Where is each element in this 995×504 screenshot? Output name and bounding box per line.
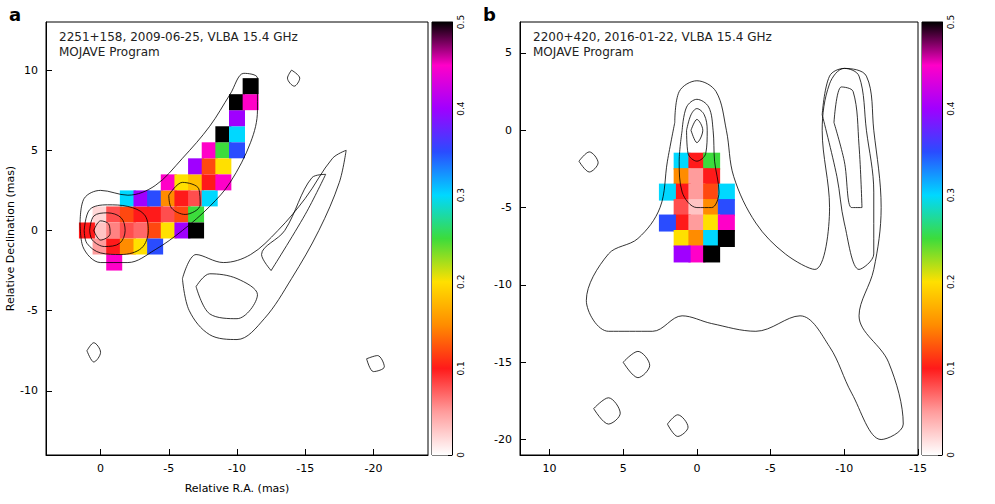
svg-text:0: 0 — [97, 462, 104, 475]
svg-text:0: 0 — [505, 124, 512, 137]
svg-text:a: a — [9, 4, 21, 25]
svg-text:-15: -15 — [909, 462, 927, 475]
svg-text:2251+158, 2009-06-25, VLBA 15.: 2251+158, 2009-06-25, VLBA 15.4 GHz — [59, 30, 298, 44]
svg-text:2200+420, 2016-01-22, VLBA 15.: 2200+420, 2016-01-22, VLBA 15.4 GHz — [533, 30, 772, 44]
svg-text:-20: -20 — [364, 462, 382, 475]
svg-text:5: 5 — [31, 144, 38, 157]
svg-text:-10: -10 — [835, 462, 853, 475]
svg-text:-15: -15 — [494, 356, 512, 369]
svg-text:-10: -10 — [228, 462, 246, 475]
svg-text:MOJAVE Program: MOJAVE Program — [59, 45, 160, 59]
svg-text:-15: -15 — [296, 462, 314, 475]
svg-text:Relative Declination (mas): Relative Declination (mas) — [4, 166, 17, 311]
svg-text:0.2: 0.2 — [456, 275, 466, 289]
svg-text:b: b — [483, 4, 496, 25]
svg-text:5: 5 — [620, 462, 627, 475]
svg-text:-5: -5 — [501, 201, 512, 214]
svg-text:-20: -20 — [494, 433, 512, 446]
svg-text:-10: -10 — [20, 384, 38, 397]
svg-text:10: 10 — [542, 462, 556, 475]
svg-text:0.5: 0.5 — [456, 15, 466, 29]
svg-text:-5: -5 — [765, 462, 776, 475]
svg-text:0.5: 0.5 — [946, 15, 956, 29]
svg-text:5: 5 — [505, 46, 512, 59]
svg-text:0.2: 0.2 — [946, 275, 956, 289]
svg-text:0: 0 — [456, 452, 466, 458]
svg-text:Relative R.A. (mas): Relative R.A. (mas) — [185, 482, 290, 495]
svg-text:0: 0 — [946, 452, 956, 458]
svg-text:0.1: 0.1 — [456, 361, 466, 375]
svg-text:-10: -10 — [494, 278, 512, 291]
svg-text:0.4: 0.4 — [946, 101, 956, 116]
svg-text:0: 0 — [693, 462, 700, 475]
svg-text:MOJAVE Program: MOJAVE Program — [533, 45, 634, 59]
svg-text:-5: -5 — [27, 304, 38, 317]
svg-text:0.3: 0.3 — [946, 188, 956, 202]
svg-text:0.1: 0.1 — [946, 361, 956, 375]
svg-text:0.3: 0.3 — [456, 188, 466, 202]
svg-text:0: 0 — [31, 224, 38, 237]
svg-text:10: 10 — [24, 64, 38, 77]
svg-text:0.4: 0.4 — [456, 101, 466, 116]
svg-text:-5: -5 — [163, 462, 174, 475]
